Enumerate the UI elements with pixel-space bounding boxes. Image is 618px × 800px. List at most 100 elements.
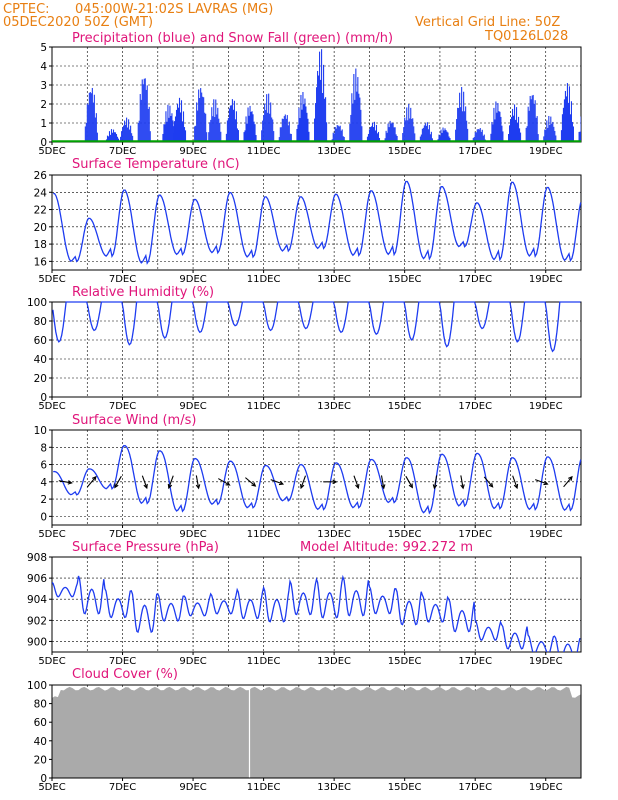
precip-bar: [116, 136, 119, 142]
temperature-ytick-label: 18: [34, 239, 47, 251]
precip-bar: [403, 127, 405, 142]
precip-bar: [458, 108, 460, 142]
precip-bar: [308, 131, 310, 142]
precip-bar: [318, 75, 320, 142]
precip-bar: [498, 111, 500, 142]
precip-bar: [227, 118, 229, 142]
precip-bar: [412, 118, 414, 142]
precip-bar: [371, 122, 374, 142]
cloud-area: [52, 686, 581, 778]
precip-bar: [113, 132, 116, 142]
pressure-xtick-label: 19DEC: [529, 656, 563, 667]
precip-bar: [587, 113, 588, 142]
precip-bar: [232, 109, 234, 142]
precip-bar: [421, 128, 423, 142]
precip-bar: [492, 124, 494, 142]
precip-bar: [467, 128, 469, 142]
precip-bar: [518, 128, 521, 142]
precip-bar: [138, 120, 140, 142]
cloud-ytick-label: 80: [34, 699, 47, 711]
precip-bar: [444, 128, 446, 142]
precip-bar: [605, 98, 606, 142]
precip-bar: [377, 131, 380, 142]
precip-bar: [96, 132, 98, 142]
precip-ytick-label: 1: [40, 118, 47, 130]
precip-bar: [333, 133, 335, 142]
precip-bar: [591, 136, 592, 142]
precip-bar: [212, 116, 214, 142]
wind-arrow: [433, 475, 438, 489]
precip-bar: [356, 91, 358, 142]
cloud-xtick-label: 11DEC: [247, 782, 281, 793]
precip-bar: [175, 109, 178, 142]
precip-bar: [264, 103, 266, 142]
wind-ytick-label: 6: [40, 460, 47, 472]
precip-bar: [368, 129, 371, 142]
precip-bar: [284, 114, 286, 142]
precip-bar: [602, 109, 603, 142]
pressure-xtick-label: 11DEC: [247, 656, 281, 667]
precip-bar: [544, 129, 546, 142]
precip-bar: [200, 88, 202, 142]
wind-ytick-label: 8: [40, 442, 47, 454]
precip-bar: [231, 99, 233, 142]
precip-bar: [145, 89, 147, 142]
precip-bar: [209, 122, 211, 142]
cloud-frame-top: [51, 684, 582, 779]
precip-bar: [510, 116, 513, 142]
precip-bar: [243, 132, 245, 142]
precip-bar: [246, 123, 248, 142]
wind-xtick-label: 5DEC: [38, 529, 65, 540]
precip-xtick-label: 15DEC: [388, 146, 422, 157]
wind-ytick-label: 2: [40, 494, 47, 506]
humidity-ytick-label: 100: [27, 297, 47, 309]
precip-bar: [508, 125, 511, 142]
precip-bar: [531, 95, 533, 142]
precip-bar: [336, 125, 338, 142]
wind-arrow: [353, 475, 359, 489]
precip-bar: [443, 130, 445, 142]
temperature-panel: 16 18 20 22 24 26 5DEC 7DEC 9DEC 11DEC 13DEC 15DEC 1…: [34, 170, 582, 285]
precip-bar: [355, 68, 357, 142]
pressure-title: Surface Pressure (hPa): [72, 540, 219, 555]
precip-bar: [181, 121, 184, 142]
precip-bar: [350, 114, 352, 142]
precip-bar: [234, 119, 236, 142]
precip-bar: [171, 113, 173, 142]
precip-bar: [225, 133, 227, 142]
precip-bar: [279, 127, 281, 142]
precip-bar: [88, 92, 90, 142]
precip-bar: [354, 99, 356, 142]
cloud-xtick-label: 17DEC: [458, 782, 492, 793]
header-grid-note: Vertical Grid Line: 50Z: [415, 15, 560, 30]
humidity-xtick-label: 7DEC: [109, 401, 136, 412]
precip-bar: [290, 133, 292, 142]
wind-line: [53, 445, 582, 515]
precip-bar: [301, 109, 303, 142]
precip-bar: [146, 85, 148, 142]
precip-bar: [286, 115, 288, 142]
humidity-panel: 0 20 40 60 80 100 5DEC 7DEC 9DEC 11DEC 13DEC 15DEC 1…: [27, 297, 582, 412]
pressure-xtick-label: 15DEC: [388, 656, 422, 667]
precip-bar: [177, 107, 180, 142]
precip-bar: [130, 125, 132, 142]
pressure-frame: [51, 556, 582, 653]
precip-bar: [108, 131, 111, 142]
precip-bar: [554, 130, 556, 142]
precip-bar: [526, 126, 528, 142]
precip-bar: [237, 130, 239, 142]
precip-bar: [562, 107, 564, 142]
precip-bar: [616, 122, 617, 142]
cloud-ytick-label: 0: [40, 773, 47, 785]
precip-bar: [475, 132, 477, 142]
wind-arrow: [405, 475, 413, 488]
precip-bar: [127, 127, 129, 142]
precip-bar: [389, 120, 391, 142]
pressure-ytick-label: 900: [27, 636, 47, 648]
precip-bar: [431, 138, 433, 142]
precip-bar: [216, 114, 218, 142]
precip-bar: [338, 126, 340, 142]
precip-bar: [566, 83, 568, 142]
precip-bar: [357, 77, 359, 142]
precip-bar: [596, 129, 597, 142]
